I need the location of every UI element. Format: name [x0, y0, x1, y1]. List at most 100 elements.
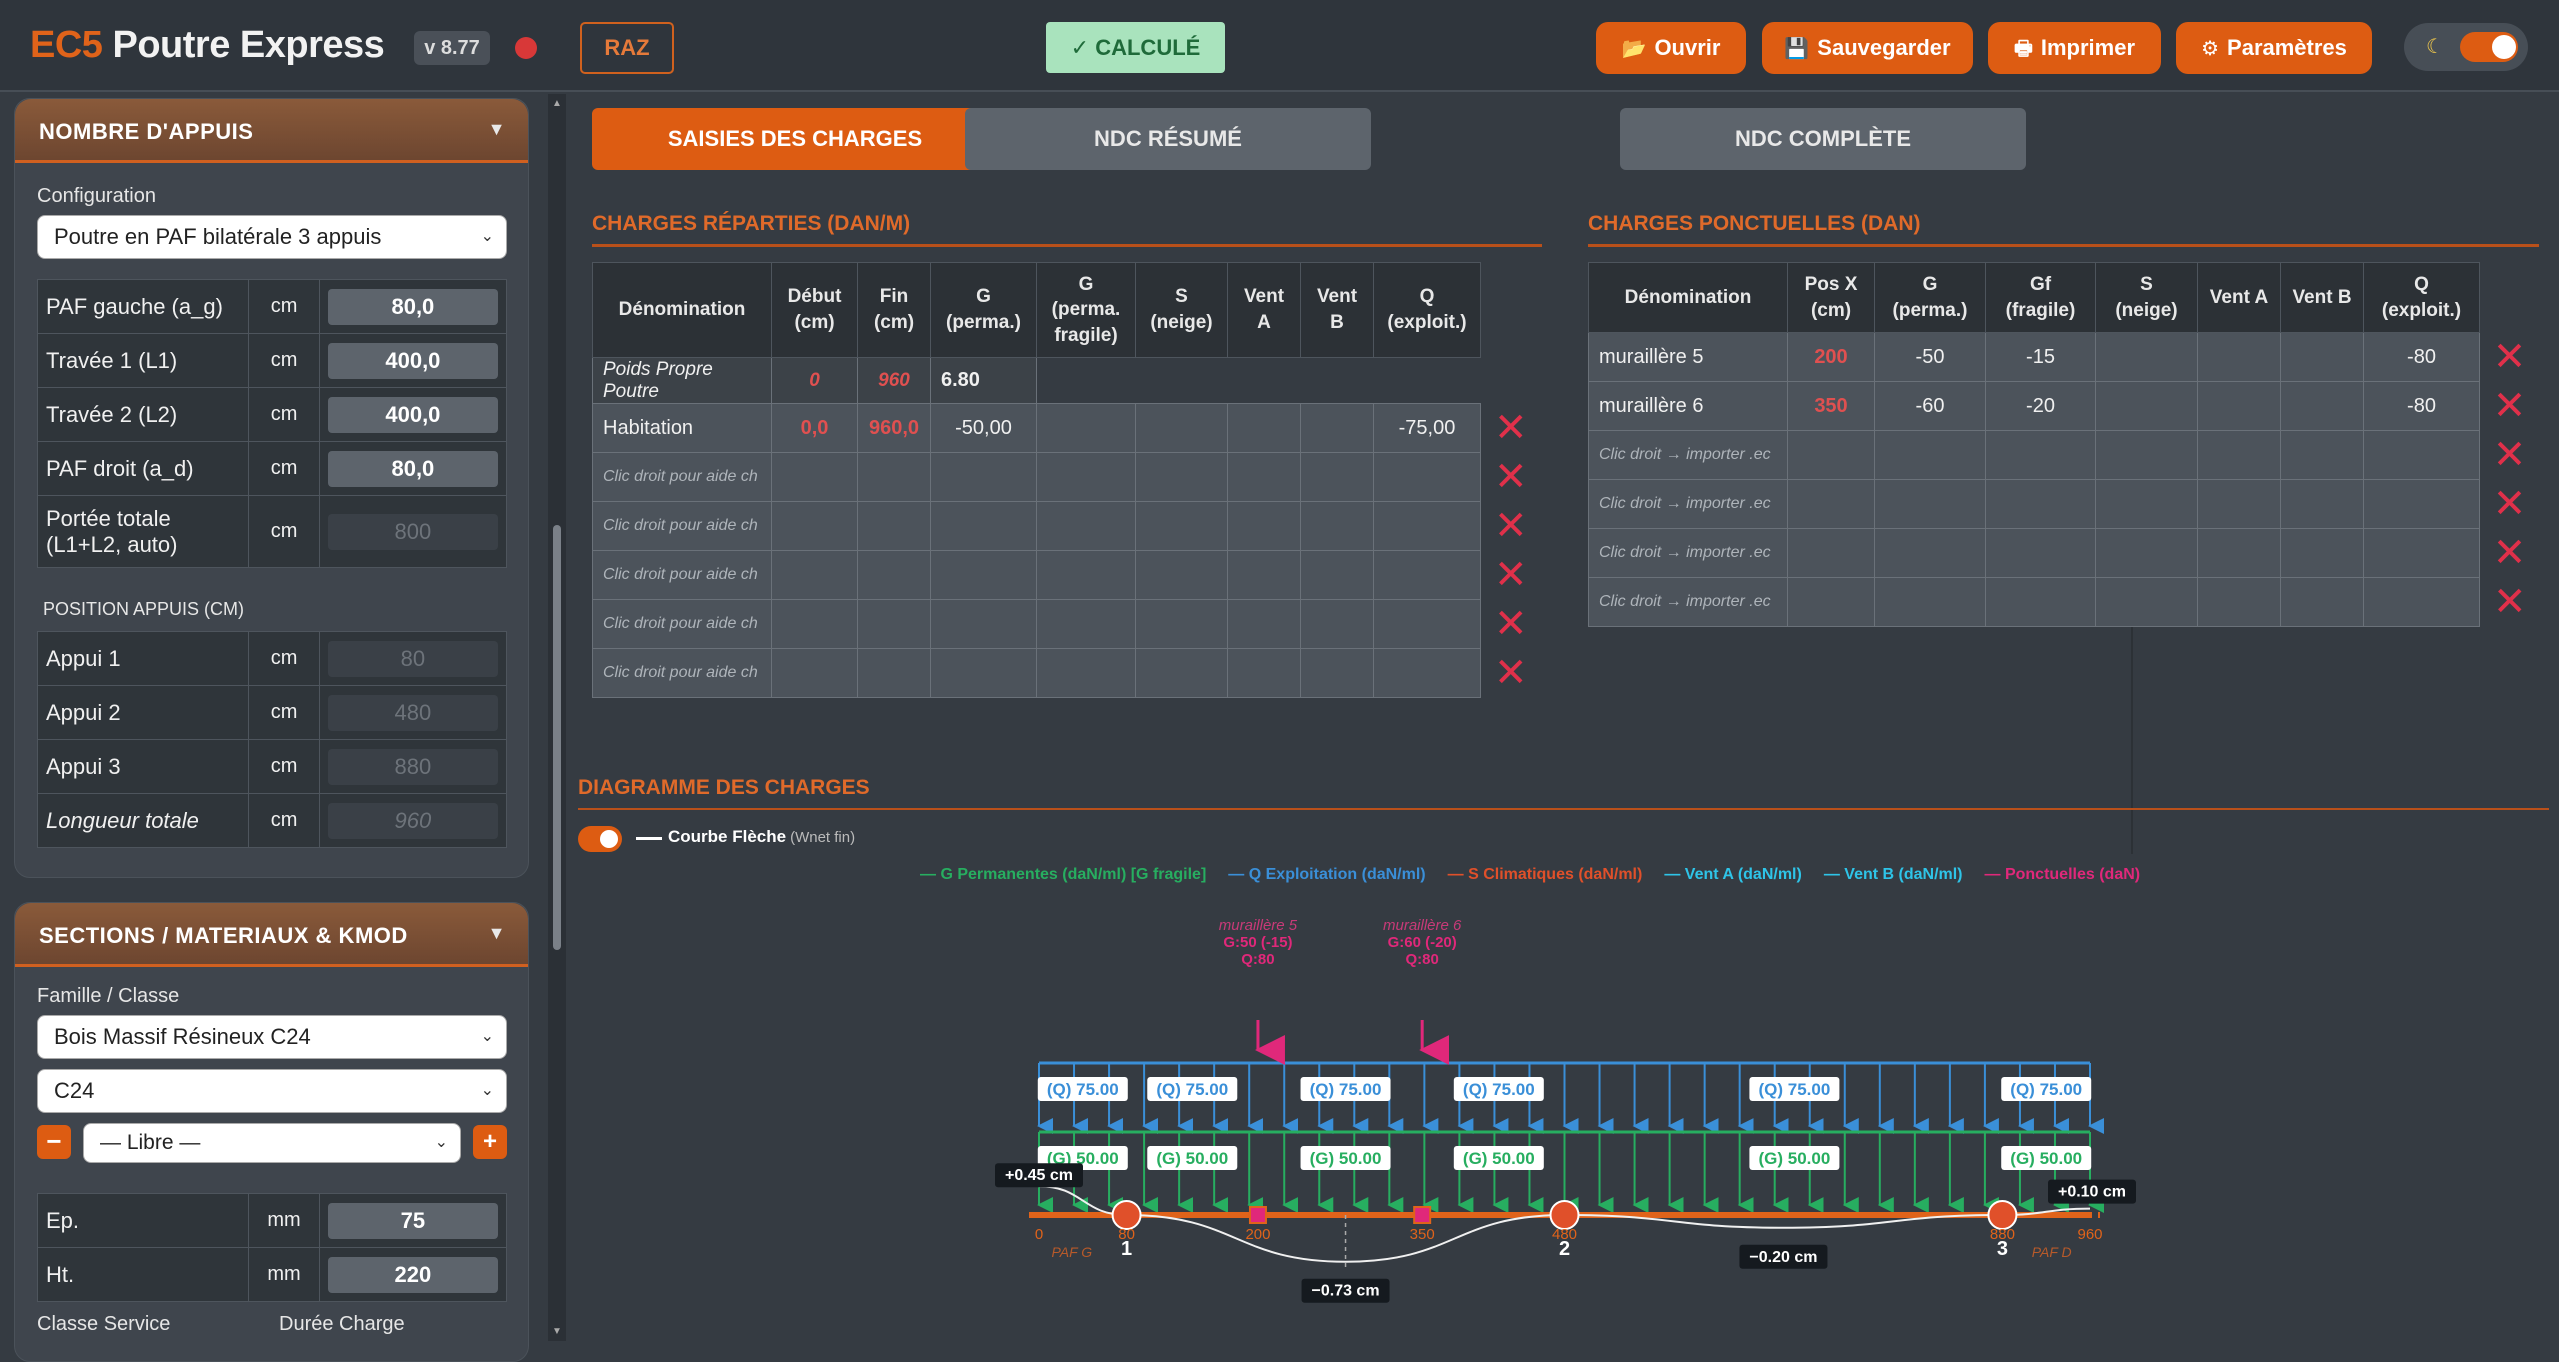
empty-cell[interactable]	[1227, 501, 1301, 551]
empty-cell[interactable]	[771, 452, 858, 502]
sidebar-scroll-thumb[interactable]	[553, 525, 561, 950]
empty-cell[interactable]	[1874, 430, 1986, 480]
empty-cell[interactable]	[1787, 577, 1875, 627]
empty-cell[interactable]	[930, 599, 1037, 649]
empty-cell[interactable]	[2095, 528, 2198, 578]
empty-cell[interactable]	[1300, 648, 1374, 698]
placeholder-cell[interactable]: Clic droit pour aide ch	[592, 648, 772, 698]
placeholder-cell[interactable]: Clic droit → importer .ec	[1588, 430, 1788, 480]
load-cell-g[interactable]: -50,00	[930, 403, 1037, 453]
empty-cell[interactable]	[2280, 479, 2364, 529]
delete-icon[interactable]: ✕	[1480, 599, 1541, 649]
empty-cell[interactable]	[1985, 577, 2096, 627]
delete-icon[interactable]: ✕	[2479, 381, 2540, 431]
placeholder-cell[interactable]: Clic droit → importer .ec	[1588, 577, 1788, 627]
placeholder-cell[interactable]: Clic droit pour aide ch	[592, 599, 772, 649]
empty-cell[interactable]	[1985, 479, 2096, 529]
empty-cell[interactable]	[1373, 452, 1481, 502]
point-cell-vb[interactable]	[2280, 381, 2364, 431]
empty-cell[interactable]	[2363, 479, 2480, 529]
param-value-input[interactable]: 80,0	[327, 288, 498, 325]
scroll-down-icon[interactable]: ▼	[552, 1326, 562, 1337]
empty-cell[interactable]	[771, 599, 858, 649]
settings-button[interactable]: ⚙ Paramètres	[2176, 22, 2372, 74]
delete-icon[interactable]: ✕	[1480, 648, 1541, 698]
empty-cell[interactable]	[2095, 577, 2198, 627]
delete-icon[interactable]: ✕	[1480, 452, 1541, 502]
param-value-input[interactable]: 400,0	[327, 396, 498, 433]
load-cell-vb[interactable]	[1300, 403, 1374, 453]
point-cell-x[interactable]: 200	[1787, 332, 1875, 382]
empty-cell[interactable]	[1300, 550, 1374, 600]
collapse-icon[interactable]: ▼	[487, 119, 506, 139]
empty-cell[interactable]	[771, 648, 858, 698]
point-cell-s[interactable]	[2095, 381, 2198, 431]
point-cell-va[interactable]	[2197, 381, 2281, 431]
empty-cell[interactable]	[2095, 479, 2198, 529]
empty-cell[interactable]	[1227, 599, 1301, 649]
family-select[interactable]: Bois Massif Résineux C24 ⌄	[37, 1015, 507, 1059]
empty-cell[interactable]	[1135, 648, 1228, 698]
point-cell-g[interactable]: -50	[1874, 332, 1986, 382]
sections-panel-header[interactable]: SECTIONS / MATERIAUX & KMOD ▼	[15, 903, 528, 967]
empty-cell[interactable]	[857, 452, 931, 502]
libre-select[interactable]: — Libre — ⌄	[83, 1123, 461, 1163]
delete-icon[interactable]: ✕	[2479, 577, 2540, 627]
empty-cell[interactable]	[2363, 528, 2480, 578]
param-value-input[interactable]: 400,0	[327, 342, 498, 379]
empty-cell[interactable]	[1135, 599, 1228, 649]
empty-cell[interactable]	[1036, 648, 1136, 698]
empty-cell[interactable]	[1787, 528, 1875, 578]
param-value-input[interactable]: 80,0	[327, 450, 498, 487]
open-button[interactable]: 📂 Ouvrir	[1596, 22, 1746, 74]
empty-cell[interactable]	[2197, 430, 2281, 480]
point-cell-vb[interactable]	[2280, 332, 2364, 382]
empty-cell[interactable]	[771, 550, 858, 600]
point-cell-name[interactable]: muraillère 6	[1588, 381, 1788, 431]
empty-cell[interactable]	[1300, 452, 1374, 502]
empty-cell[interactable]	[2280, 430, 2364, 480]
delete-icon[interactable]: ✕	[2479, 332, 2540, 382]
point-cell-x[interactable]: 350	[1787, 381, 1875, 431]
config-select[interactable]: Poutre en PAF bilatérale 3 appuis ⌄	[37, 215, 507, 259]
point-cell-q[interactable]: -80	[2363, 381, 2480, 431]
load-cell-gf[interactable]	[1036, 403, 1136, 453]
plus-button[interactable]: +	[473, 1125, 507, 1159]
empty-cell[interactable]	[1036, 550, 1136, 600]
placeholder-cell[interactable]: Clic droit pour aide ch	[592, 501, 772, 551]
point-cell-gf[interactable]: -20	[1985, 381, 2096, 431]
empty-cell[interactable]	[1874, 528, 1986, 578]
empty-cell[interactable]	[1135, 501, 1228, 551]
empty-cell[interactable]	[2363, 577, 2480, 627]
tab-ndc-resume[interactable]: NDC RÉSUMÉ	[965, 108, 1371, 170]
delete-icon[interactable]: ✕	[1480, 501, 1541, 551]
delete-icon[interactable]: ✕	[2479, 528, 2540, 578]
load-cell-s[interactable]	[1135, 403, 1228, 453]
empty-cell[interactable]	[2197, 577, 2281, 627]
empty-cell[interactable]	[1227, 648, 1301, 698]
placeholder-cell[interactable]: Clic droit pour aide ch	[592, 550, 772, 600]
point-cell-q[interactable]: -80	[2363, 332, 2480, 382]
empty-cell[interactable]	[1874, 577, 1986, 627]
empty-cell[interactable]	[1787, 479, 1875, 529]
point-cell-g[interactable]: -60	[1874, 381, 1986, 431]
empty-cell[interactable]	[857, 501, 931, 551]
empty-cell[interactable]	[1373, 599, 1481, 649]
point-cell-name[interactable]: muraillère 5	[1588, 332, 1788, 382]
empty-cell[interactable]	[2197, 528, 2281, 578]
empty-cell[interactable]	[857, 550, 931, 600]
empty-cell[interactable]	[1985, 430, 2096, 480]
empty-cell[interactable]	[2197, 479, 2281, 529]
empty-cell[interactable]	[1300, 599, 1374, 649]
empty-cell[interactable]	[1135, 452, 1228, 502]
delete-icon[interactable]: ✕	[2479, 479, 2540, 529]
collapse-icon[interactable]: ▼	[487, 923, 506, 943]
delete-icon[interactable]: ✕	[2479, 430, 2540, 480]
empty-cell[interactable]	[1787, 430, 1875, 480]
placeholder-cell[interactable]: Clic droit → importer .ec	[1588, 479, 1788, 529]
tab-ndc-complete[interactable]: NDC COMPLÈTE	[1620, 108, 2026, 170]
empty-cell[interactable]	[930, 648, 1037, 698]
empty-cell[interactable]	[930, 550, 1037, 600]
load-cell-q[interactable]: -75,00	[1373, 403, 1481, 453]
empty-cell[interactable]	[1135, 550, 1228, 600]
